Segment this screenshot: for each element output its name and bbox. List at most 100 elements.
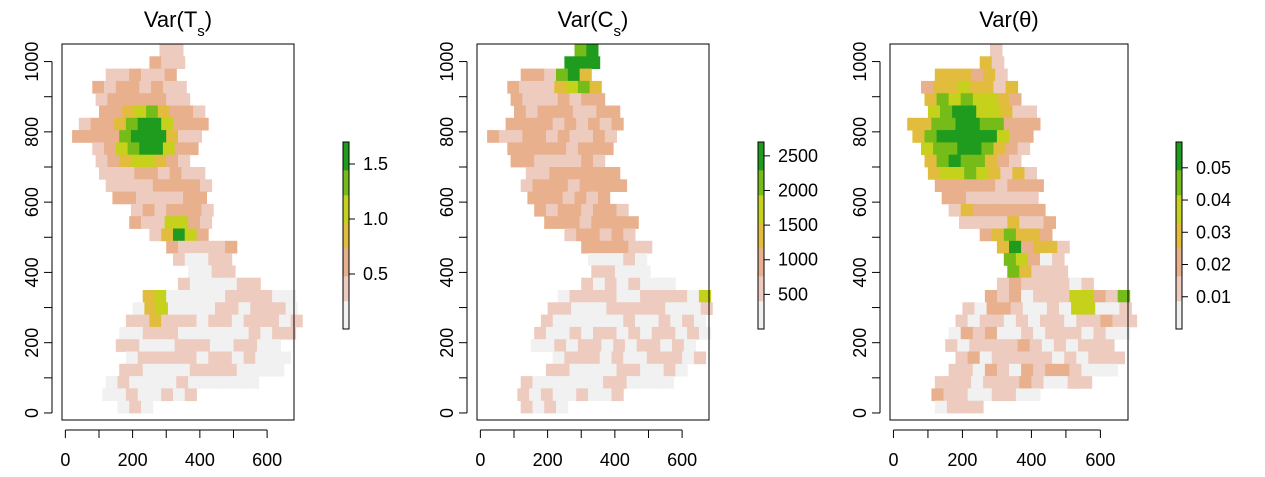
- heatmap-cell: [582, 302, 596, 315]
- heatmap-cell: [940, 105, 953, 119]
- colorbar-step: [1176, 282, 1182, 286]
- heatmap-cell: [677, 302, 690, 315]
- heatmap-cell: [151, 142, 164, 156]
- colorbar-step: [758, 198, 764, 202]
- heatmap-cell: [991, 351, 1005, 365]
- heatmap-cell: [83, 130, 97, 143]
- colorbar-step: [1176, 229, 1182, 233]
- x-tick-label: 200: [118, 450, 148, 470]
- heatmap-cell: [1112, 351, 1125, 365]
- heatmap-cell: [593, 277, 606, 291]
- heatmap-cell: [154, 130, 167, 143]
- heatmap-cell: [603, 179, 616, 192]
- heatmap-cell: [510, 130, 523, 143]
- colorbar-step: [758, 307, 764, 311]
- heatmap-cell: [1043, 265, 1056, 279]
- heatmap-cell: [574, 191, 587, 205]
- heatmap-cell: [519, 80, 532, 94]
- heatmap-cell: [940, 167, 953, 180]
- colorbar-step: [758, 266, 764, 271]
- heatmap-cell: [137, 388, 150, 402]
- heatmap-cell: [566, 142, 579, 156]
- heatmap-cell: [663, 277, 676, 291]
- heatmap-cell: [173, 117, 186, 131]
- heatmap-cell: [591, 376, 604, 389]
- colorbar-step: [1176, 216, 1182, 221]
- colorbar-step: [758, 322, 764, 327]
- heatmap-cell: [201, 240, 214, 254]
- heatmap-cell: [164, 216, 177, 229]
- heatmap-cell: [1105, 326, 1119, 340]
- heatmap-cell: [196, 228, 209, 242]
- colorbar-step: [758, 160, 764, 165]
- heatmap-cell: [623, 253, 636, 266]
- colorbar-step: [343, 304, 349, 308]
- heatmap-cell: [1034, 302, 1048, 315]
- heatmap-cell: [1009, 277, 1022, 291]
- heatmap-cell: [959, 216, 972, 229]
- colorbar-tick-label: 0.01: [1196, 287, 1231, 307]
- colorbar-step: [758, 235, 764, 239]
- heatmap-cell: [952, 105, 965, 119]
- heatmap-cell: [626, 216, 639, 229]
- colorbar-frame: [757, 141, 765, 330]
- heatmap-cell: [976, 105, 989, 119]
- heatmap-cell: [235, 376, 248, 389]
- heatmap-cell: [1007, 179, 1020, 192]
- heatmap-cell: [1078, 339, 1091, 352]
- heatmap-cell: [547, 302, 560, 315]
- colorbar-step: [758, 182, 764, 186]
- heatmap-cell: [1033, 290, 1046, 303]
- colorbar-step: [758, 213, 764, 218]
- colorbar-step: [1176, 223, 1182, 227]
- heatmap-cell: [1005, 80, 1019, 94]
- heatmap-cell: [638, 376, 651, 389]
- heatmap-cell: [272, 290, 285, 303]
- colorbar-step: [1176, 191, 1182, 196]
- y-tick-label: 600: [437, 187, 457, 217]
- colorbar-step: [1176, 266, 1182, 271]
- x-tick-label: 600: [252, 450, 282, 470]
- colorbar-tick-label: 0.05: [1196, 158, 1231, 178]
- colorbar-step: [343, 300, 349, 305]
- heatmap-cell: [996, 154, 1010, 168]
- y-tick-label: 400: [437, 257, 457, 287]
- heatmap-cell: [1105, 363, 1119, 377]
- heatmap-cell: [616, 240, 629, 254]
- heatmap-cell: [651, 363, 664, 377]
- heatmap-cell: [156, 302, 169, 315]
- heatmap-cell: [960, 93, 974, 106]
- heatmap-cell: [593, 203, 606, 217]
- heatmap-cell: [161, 56, 174, 69]
- heatmap-cell: [231, 351, 244, 365]
- heatmap-cell: [122, 105, 135, 119]
- heatmap-cell: [640, 363, 653, 377]
- heatmap-cell: [171, 191, 184, 205]
- heatmap-cell: [1045, 277, 1058, 291]
- heatmap-cell: [174, 80, 187, 94]
- heatmap-cell: [1052, 253, 1065, 266]
- heatmap-cell: [972, 363, 986, 377]
- heatmap-cell: [178, 277, 191, 291]
- colorbar-step: [343, 251, 349, 255]
- colorbar-step: [758, 297, 764, 302]
- heatmap-cell: [1003, 351, 1017, 365]
- x-tick-label: 400: [600, 450, 630, 470]
- heatmap-cell: [1015, 351, 1029, 365]
- heatmap-cell: [1015, 314, 1029, 328]
- colorbar-step: [758, 285, 764, 289]
- heatmap-cell: [948, 130, 962, 143]
- heatmap-cell: [529, 388, 542, 402]
- heatmap-cell: [589, 142, 602, 156]
- heatmap-cell: [532, 179, 545, 192]
- heatmap-cell: [979, 228, 993, 242]
- heatmap-cell: [1083, 302, 1096, 315]
- heatmap-cell: [225, 363, 238, 377]
- heatmap-cell: [564, 117, 577, 131]
- heatmap-cell: [183, 191, 196, 205]
- heatmap-cell: [213, 290, 226, 303]
- heatmap-cell: [604, 130, 617, 143]
- heatmap-cell: [953, 191, 967, 205]
- heatmap-cell: [127, 339, 140, 352]
- heatmap-cell: [1043, 376, 1056, 389]
